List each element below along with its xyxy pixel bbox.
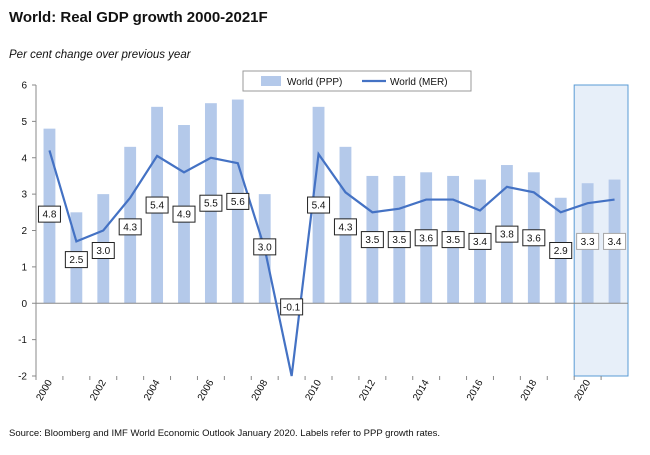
x-tick-label: 2010 bbox=[303, 378, 324, 403]
data-label-box bbox=[468, 232, 492, 250]
data-label-box bbox=[280, 298, 304, 316]
data-label: 3.4 bbox=[473, 237, 487, 248]
legend-label-mer: World (MER) bbox=[390, 77, 448, 88]
x-tick-label: 2002 bbox=[88, 378, 109, 403]
legend: World (PPP) World (MER) bbox=[242, 70, 472, 92]
data-label: 5.6 bbox=[231, 197, 245, 208]
data-label-box bbox=[333, 218, 357, 236]
y-tick-label: 6 bbox=[21, 81, 27, 92]
data-label-box bbox=[549, 242, 573, 260]
data-label-box bbox=[118, 218, 142, 236]
data-label: 3.5 bbox=[392, 235, 406, 246]
data-label-box bbox=[441, 231, 465, 249]
data-label-box bbox=[307, 196, 331, 214]
data-label-box bbox=[603, 232, 627, 250]
data-label-box bbox=[145, 196, 169, 214]
data-label-box bbox=[199, 194, 223, 212]
x-tick-label: 2016 bbox=[465, 378, 486, 403]
data-label: 3.6 bbox=[419, 233, 433, 244]
legend-swatch-ppp bbox=[261, 76, 281, 86]
legend-label-ppp: World (PPP) bbox=[287, 77, 342, 88]
data-labels: 4.8 2.5 3.0 4.3 5.4 4.9 5.5 5.6 3.0 -0.1 5.4 4.3 3.5… bbox=[37, 192, 627, 316]
x-tick-label: 2004 bbox=[142, 378, 163, 403]
data-label: 5.4 bbox=[150, 201, 164, 212]
data-label: 3.4 bbox=[608, 237, 622, 248]
data-label: 4.8 bbox=[43, 210, 57, 221]
data-label-box bbox=[576, 232, 600, 250]
data-label: 3.3 bbox=[581, 237, 595, 248]
data-label: 5.5 bbox=[204, 199, 218, 210]
x-tick-label: 2014 bbox=[411, 378, 432, 403]
data-label-box bbox=[522, 229, 546, 247]
x-tick-label: 2000 bbox=[34, 378, 55, 403]
y-tick-label: 4 bbox=[21, 153, 27, 164]
ppp-bars bbox=[43, 99, 621, 307]
x-tick-label: 2012 bbox=[357, 378, 378, 403]
gdp-growth-chart: -2 -1 0 1 2 3 4 5 6 4.8 2.5 3.0 4.3 5.4 4.9 5.5 5.6 3.0 -… bbox=[18, 70, 629, 403]
data-label: 3.6 bbox=[527, 233, 541, 244]
data-label: 4.3 bbox=[339, 222, 353, 233]
y-tick-label: 0 bbox=[21, 299, 27, 310]
data-label: 3.8 bbox=[500, 230, 514, 241]
data-label-box bbox=[226, 192, 250, 210]
data-label: 4.3 bbox=[123, 222, 137, 233]
x-axis: 2000 2002 2004 2006 2008 2010 2012 2014 2016 2018… bbox=[34, 376, 602, 403]
y-tick-label: -2 bbox=[18, 372, 27, 383]
chart-title: World: Real GDP growth 2000-2021F bbox=[9, 9, 268, 26]
legend-box bbox=[242, 70, 472, 92]
data-label-box bbox=[91, 242, 115, 260]
data-label: 2.5 bbox=[69, 255, 83, 266]
data-label-box bbox=[387, 231, 411, 249]
data-label: 4.9 bbox=[177, 210, 191, 221]
data-label-box bbox=[172, 205, 196, 223]
data-label-box bbox=[495, 225, 519, 243]
data-label: 3.5 bbox=[365, 235, 379, 246]
data-label-box bbox=[360, 231, 384, 249]
x-tick-label: 2018 bbox=[519, 378, 540, 403]
y-axis: -2 -1 0 1 2 3 4 5 6 bbox=[18, 81, 36, 383]
y-tick-label: 3 bbox=[21, 190, 27, 201]
x-tick-label: 2008 bbox=[250, 378, 271, 403]
source-note: Source: Bloomberg and IMF World Economic… bbox=[9, 428, 441, 439]
data-label: 3.5 bbox=[446, 235, 460, 246]
x-tick-label: 2020 bbox=[573, 378, 594, 403]
data-label: 5.4 bbox=[312, 201, 326, 212]
x-tick-label: 2006 bbox=[196, 378, 217, 403]
y-tick-label: -1 bbox=[18, 335, 27, 346]
data-label-box bbox=[37, 205, 61, 223]
data-label: 3.0 bbox=[96, 246, 110, 257]
data-label: 3.0 bbox=[258, 242, 272, 253]
mer-line bbox=[48, 150, 615, 377]
y-axis-title: Per cent change over previous year bbox=[9, 49, 191, 61]
y-tick-label: 2 bbox=[21, 226, 27, 237]
data-label-box bbox=[253, 238, 277, 256]
data-label: 2.9 bbox=[554, 246, 568, 257]
y-tick-label: 1 bbox=[21, 262, 27, 273]
data-label-box bbox=[414, 229, 438, 247]
data-label: -0.1 bbox=[283, 302, 301, 313]
y-tick-label: 5 bbox=[21, 117, 27, 128]
data-label-box bbox=[64, 251, 88, 269]
